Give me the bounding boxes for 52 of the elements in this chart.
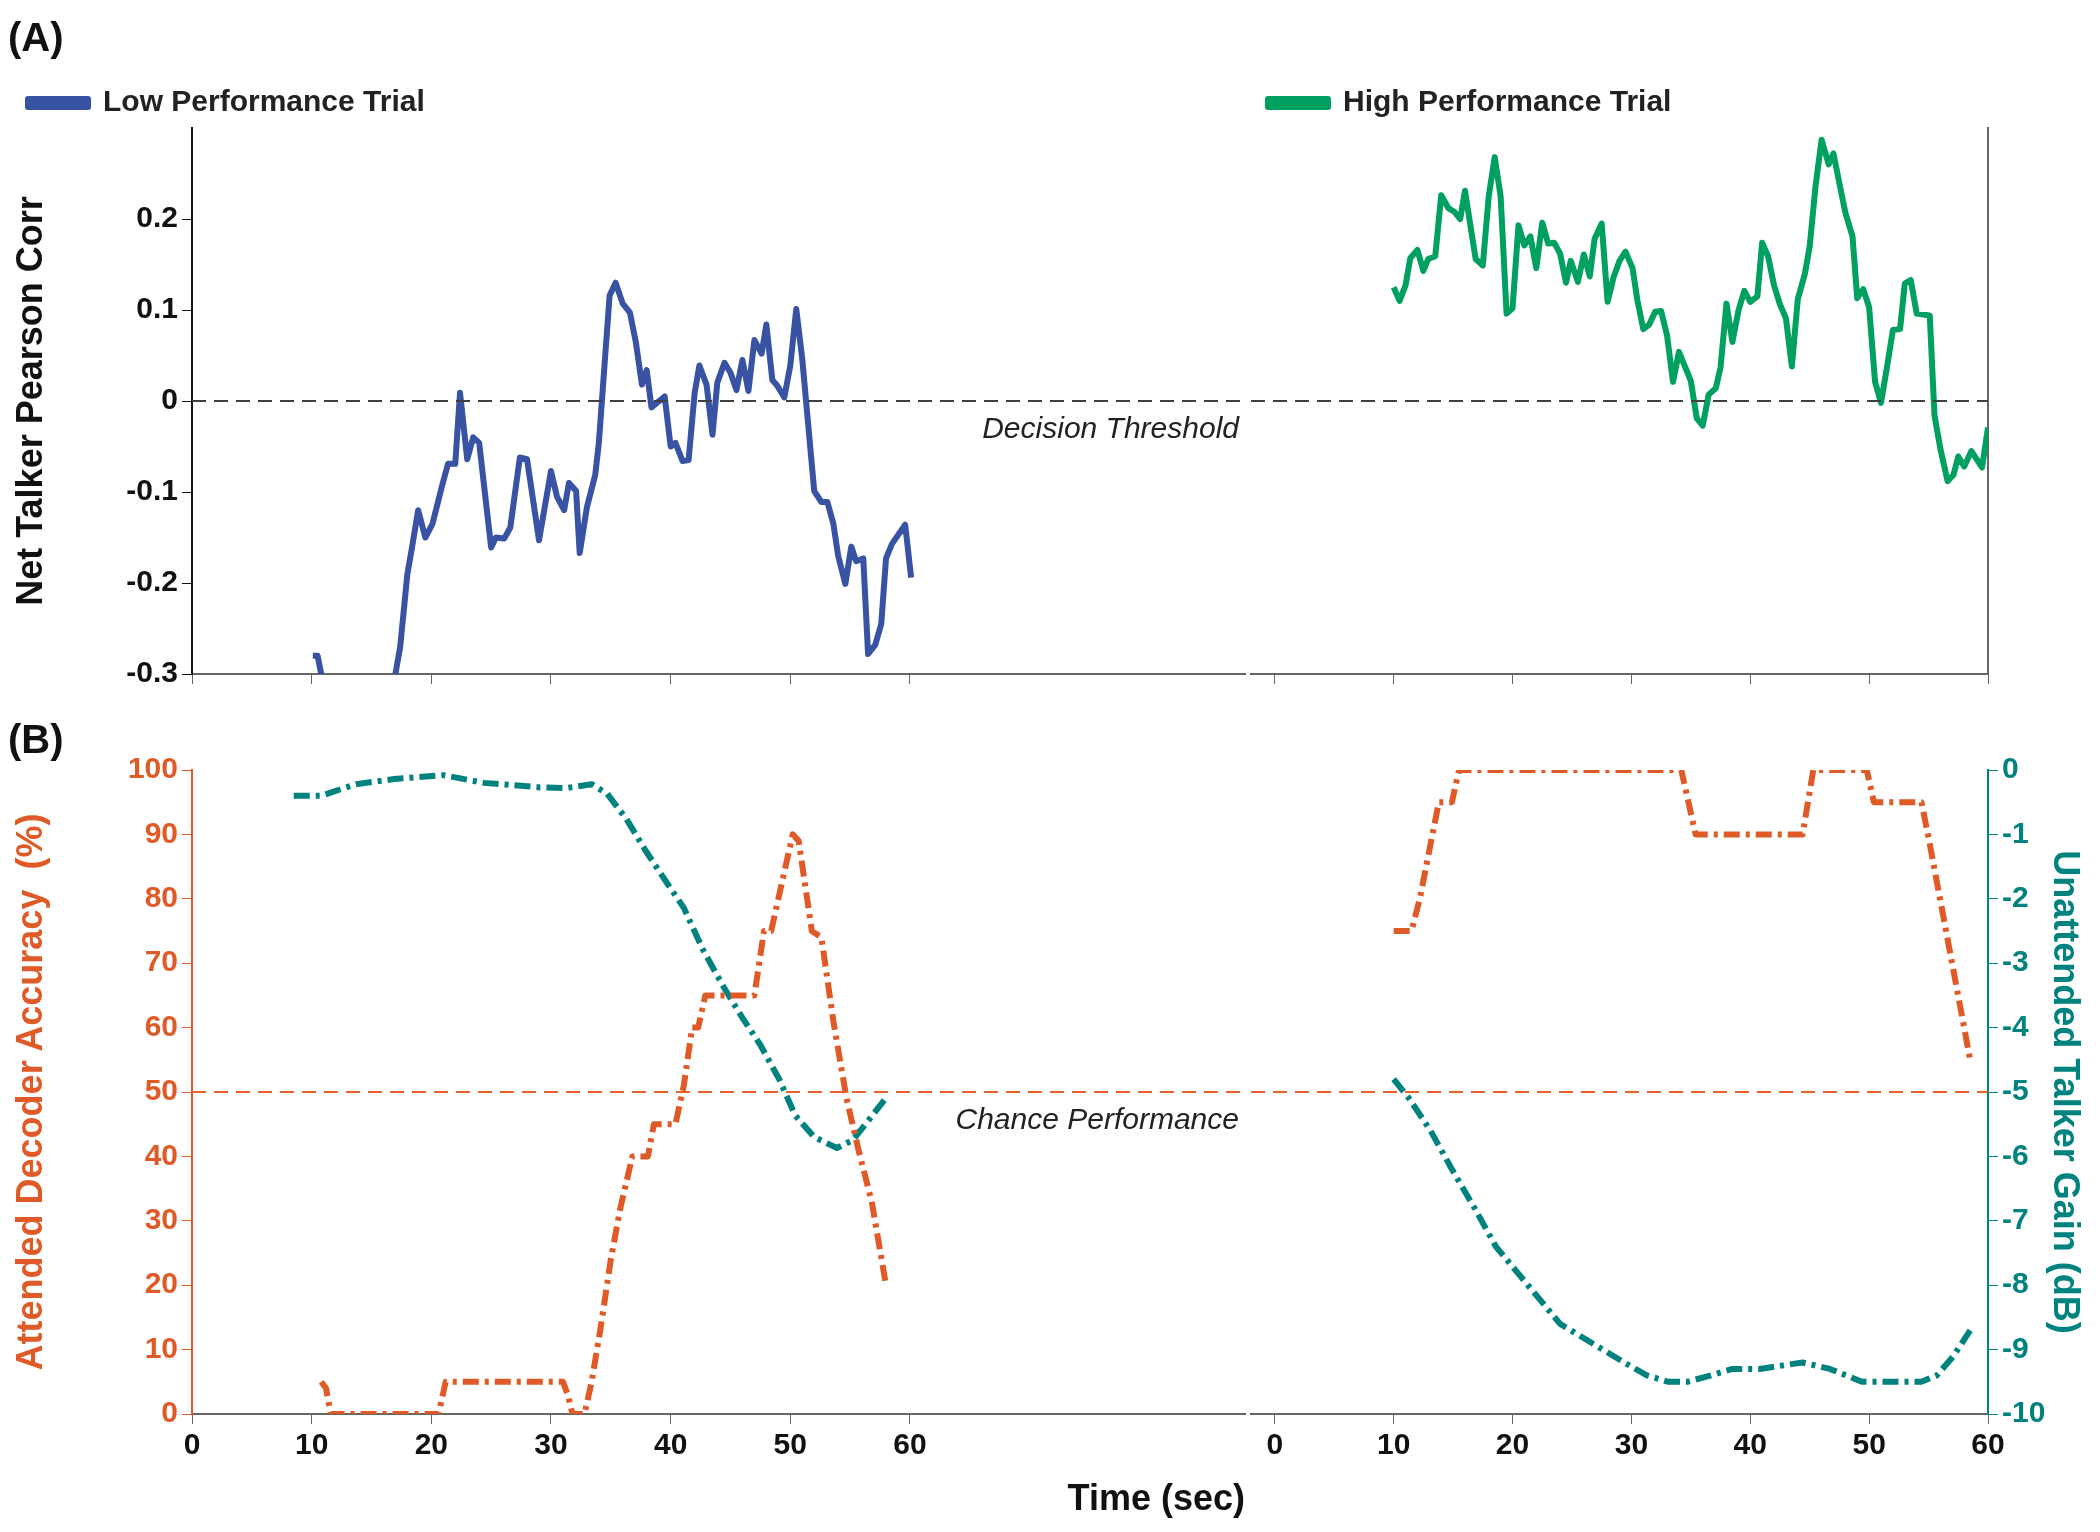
x-axis-title: Time (sec) bbox=[1067, 1477, 1245, 1519]
ref-line-label: Decision Threshold bbox=[982, 411, 1241, 445]
x-tick-label: 0 bbox=[1266, 1427, 1284, 1461]
y-tick-label: 20 bbox=[144, 1266, 178, 1300]
y-tick-label: -0.2 bbox=[126, 564, 178, 598]
x-tick-label: 50 bbox=[773, 1427, 807, 1461]
chart-title: (B) bbox=[8, 717, 64, 762]
x-tick-label: 60 bbox=[893, 1427, 927, 1461]
y2-tick-label: -4 bbox=[2002, 1008, 2029, 1042]
y-tick-label: -0.3 bbox=[126, 655, 178, 689]
y2-tick-label: -2 bbox=[2002, 880, 2029, 914]
chart-title: (A) bbox=[8, 15, 64, 60]
x-tick-label: 20 bbox=[1495, 1427, 1530, 1461]
y2-tick-label: -1 bbox=[2002, 815, 2029, 849]
x-tick-label: 10 bbox=[1376, 1427, 1411, 1461]
y2-tick-label: -8 bbox=[2002, 1266, 2029, 1300]
y-tick-label: 0.1 bbox=[136, 291, 178, 325]
y-tick-label: 90 bbox=[144, 815, 178, 849]
y2-tick-label: -6 bbox=[2002, 1137, 2029, 1171]
y-tick-label: 40 bbox=[144, 1137, 178, 1171]
y-tick-label: 100 bbox=[127, 751, 178, 785]
x-tick-label: 0 bbox=[183, 1427, 201, 1461]
y2-tick-label: -3 bbox=[2002, 944, 2029, 978]
y-tick-label: -0.1 bbox=[126, 473, 178, 507]
ref-line-label: Chance Performance bbox=[955, 1102, 1239, 1136]
x-tick-label: 20 bbox=[414, 1427, 449, 1461]
y2-tick-label: 0 bbox=[2002, 751, 2019, 785]
y2-axis-title: Unattended Talker Gain (dB) bbox=[2046, 850, 2088, 1334]
x-tick-label: 40 bbox=[653, 1427, 688, 1461]
x-tick-label: 30 bbox=[1614, 1427, 1649, 1461]
y-tick-label: 0 bbox=[161, 382, 178, 416]
y2-tick-label: -7 bbox=[2002, 1202, 2029, 1236]
y2-tick-label: -10 bbox=[2002, 1395, 2046, 1429]
y-tick-label: 30 bbox=[144, 1202, 178, 1236]
y-tick-label: 60 bbox=[144, 1008, 178, 1042]
x-tick-label: 60 bbox=[1971, 1427, 2005, 1461]
x-tick-label: 40 bbox=[1733, 1427, 1767, 1461]
legend-label: Low Performance Trial bbox=[103, 84, 425, 118]
y-tick-label: 80 bbox=[144, 880, 178, 914]
y-axis-title: Attended Decoder Accuracy (%) bbox=[8, 813, 50, 1371]
y2-tick-label: -9 bbox=[2002, 1330, 2029, 1364]
legend-label: High Performance Trial bbox=[1343, 84, 1672, 118]
x-tick-label: 50 bbox=[1852, 1427, 1886, 1461]
y-tick-label: 0 bbox=[161, 1395, 178, 1429]
x-tick-label: 30 bbox=[534, 1427, 568, 1461]
y-tick-label: 0.2 bbox=[136, 200, 178, 234]
y-tick-label: 10 bbox=[144, 1330, 178, 1364]
x-tick-label: 10 bbox=[294, 1427, 329, 1461]
y-axis-title: Net Talker Pearson Corr bbox=[8, 196, 50, 606]
y-tick-label: 70 bbox=[144, 944, 178, 978]
y2-tick-label: -5 bbox=[2002, 1073, 2029, 1107]
y-tick-label: 50 bbox=[144, 1073, 178, 1107]
